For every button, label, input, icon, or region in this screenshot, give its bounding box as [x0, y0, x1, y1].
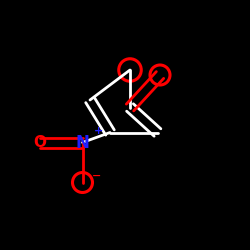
Text: O: O — [34, 135, 46, 150]
Text: −: − — [92, 171, 101, 181]
Text: N: N — [76, 134, 90, 152]
Text: +: + — [94, 126, 104, 136]
